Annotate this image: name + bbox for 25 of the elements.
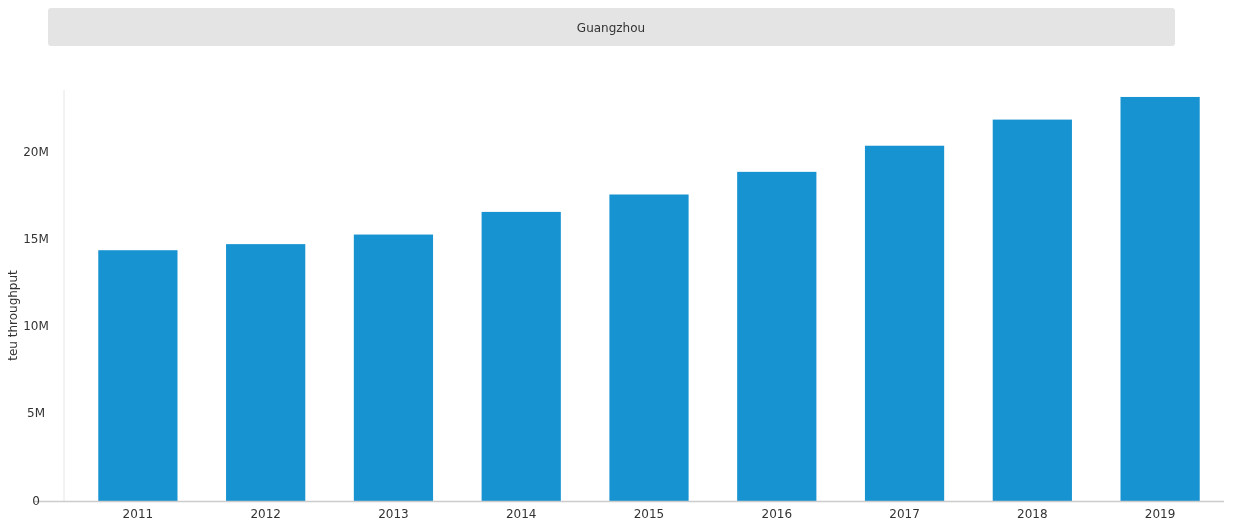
bar: [992, 119, 1072, 501]
y-axis-title: teu throughput: [6, 269, 20, 361]
x-tick-label: 2018: [1017, 507, 1048, 521]
x-tick-label: 2011: [122, 507, 154, 521]
bar: [353, 234, 434, 501]
x-tick-label: 2015: [633, 507, 665, 521]
x-tick-label: 2017: [889, 507, 920, 521]
bar: [98, 250, 178, 501]
x-tick-label: 2019: [1144, 507, 1176, 521]
bar: [481, 211, 561, 501]
bar: [1120, 96, 1200, 501]
y-tick-label: 20M: [23, 145, 49, 160]
x-tick-label: 2016: [761, 507, 793, 521]
chart-title: Guangzhou: [576, 21, 646, 35]
bar: [226, 244, 306, 501]
bar: [609, 194, 689, 501]
bar: [737, 171, 817, 501]
y-tick-label: 10M: [23, 319, 49, 334]
y-tick-label: 0: [32, 493, 40, 508]
x-tick-label: 2012: [250, 507, 281, 521]
y-tick-label: 15M: [23, 232, 49, 247]
x-tick-label: 2014: [505, 507, 537, 521]
x-tick-label: 2013: [378, 507, 409, 521]
bar: [864, 145, 945, 501]
y-tick-label: 5M: [27, 406, 45, 421]
